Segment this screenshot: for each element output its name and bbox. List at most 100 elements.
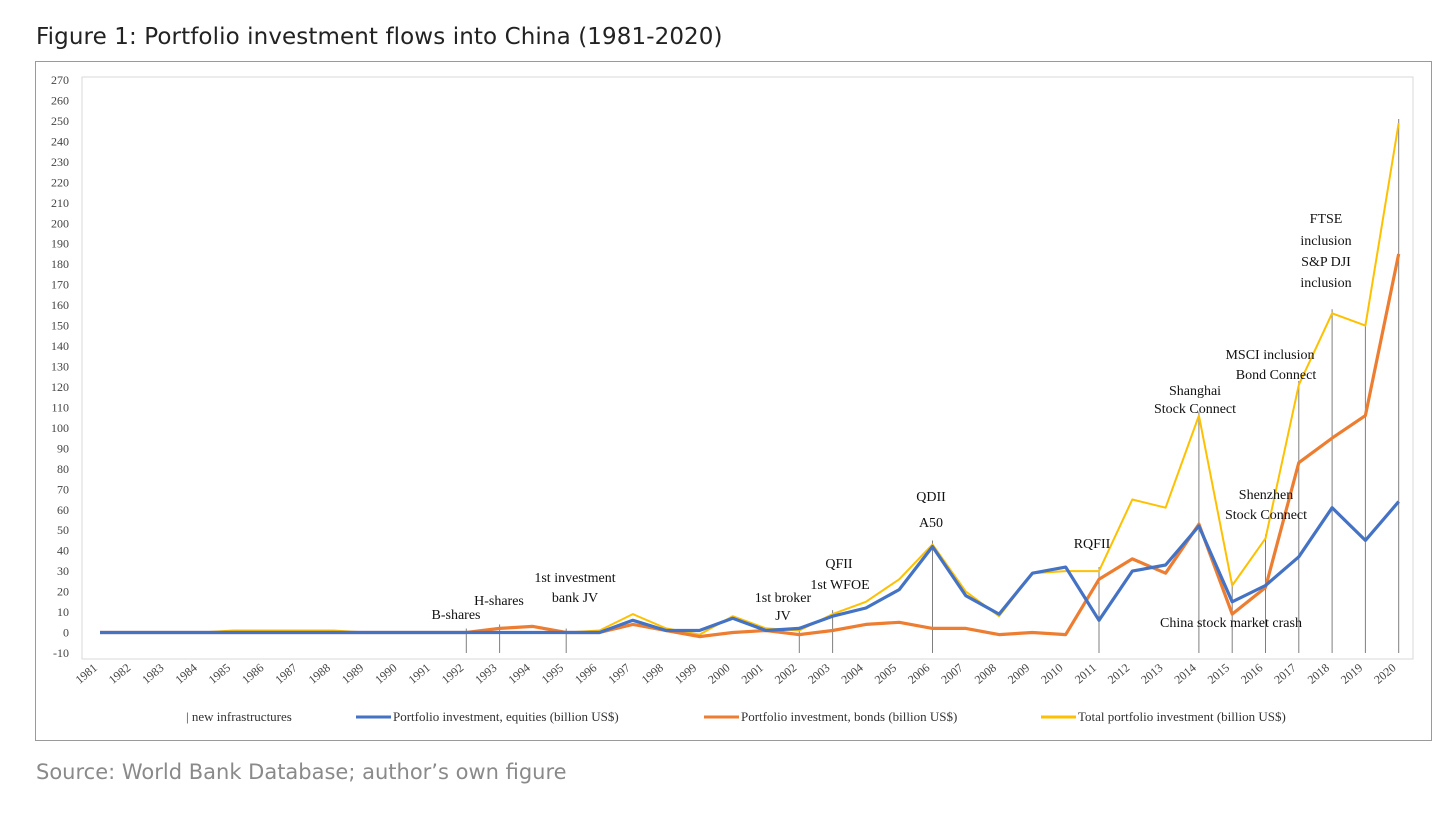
x-tick-label-2016: 2016	[1238, 661, 1265, 687]
plot-area	[81, 76, 1414, 660]
x-tick-label-2002: 2002	[772, 661, 799, 687]
y-tick-label: 230	[51, 155, 69, 169]
annotation-ftse-line3: S&P DJI	[1301, 255, 1351, 270]
x-tick-label-1990: 1990	[372, 661, 399, 687]
x-tick-label-2017: 2017	[1271, 661, 1298, 687]
x-tick-label-2003: 2003	[805, 661, 832, 687]
y-tick-label: 70	[57, 482, 69, 496]
x-tick-label-2019: 2019	[1338, 661, 1365, 687]
y-axis: -10 0 10 20 30 40 50 60 70 80 90 100 110 120 130 140 150…	[51, 73, 69, 660]
x-tick-label-2009: 2009	[1005, 661, 1032, 687]
x-tick-label-2004: 2004	[838, 661, 865, 687]
x-tick-label-1984: 1984	[172, 661, 199, 687]
annotation-msci-line2: Bond Connect	[1236, 368, 1317, 383]
x-tick-label-2006: 2006	[905, 661, 932, 687]
line-chart: -10 0 10 20 30 40 50 60 70 80 90 100 110 120 130 140 150…	[51, 73, 1414, 724]
y-tick-label: 140	[51, 339, 69, 353]
x-tick-label-2005: 2005	[872, 661, 899, 687]
annotations: B-shares H-shares 1st investment bank JV…	[432, 212, 1352, 631]
annotation-crash: China stock market crash	[1160, 616, 1302, 631]
x-tick-label-2001: 2001	[739, 661, 766, 687]
x-tick-label-2012: 2012	[1105, 661, 1132, 687]
annotation-msci-line1: MSCI inclusion	[1225, 348, 1314, 363]
x-tick-label-1989: 1989	[339, 661, 366, 687]
x-tick-label-1997: 1997	[605, 661, 632, 687]
y-tick-label: -10	[53, 646, 69, 660]
y-tick-label: 20	[57, 585, 69, 599]
y-tick-label: 100	[51, 421, 69, 435]
x-tick-label-2011: 2011	[1072, 661, 1099, 687]
infrastructure-markers	[465, 118, 1400, 653]
y-tick-label: 10	[57, 605, 69, 619]
x-tick-label-1999: 1999	[672, 661, 699, 687]
annotation-ftse-line2: inclusion	[1300, 234, 1351, 249]
annotation-shenzhen-line1: Shenzhen	[1239, 488, 1293, 503]
annotation-a50: A50	[919, 516, 943, 531]
x-tick-label-1982: 1982	[106, 661, 133, 687]
x-tick-label-1991: 1991	[406, 661, 433, 687]
annotation-h-shares: H-shares	[474, 594, 524, 609]
y-tick-label: 250	[51, 114, 69, 128]
x-tick-label-1983: 1983	[139, 661, 166, 687]
y-tick-label: 220	[51, 175, 69, 189]
figure-title: Figure 1: Portfolio investment flows int…	[36, 24, 723, 50]
y-tick-label: 170	[51, 278, 69, 292]
annotation-b-shares: B-shares	[432, 608, 481, 623]
x-tick-label-1988: 1988	[306, 661, 333, 687]
x-tick-label-2013: 2013	[1138, 661, 1165, 687]
x-tick-label-1992: 1992	[439, 661, 466, 687]
x-tick-label-1987: 1987	[272, 661, 299, 687]
series-lines	[100, 122, 1401, 639]
x-tick-label-1998: 1998	[639, 661, 666, 687]
annotation-wfoe: 1st WFOE	[810, 578, 869, 593]
y-tick-label: 40	[57, 544, 69, 558]
y-tick-label: 130	[51, 360, 69, 374]
y-tick-label: 80	[57, 462, 69, 476]
x-tick-label-1994: 1994	[505, 661, 532, 687]
x-tick-label-1996: 1996	[572, 661, 599, 687]
annotation-qdii: QDII	[916, 490, 946, 505]
x-tick-label-2000: 2000	[705, 661, 732, 687]
legend-infrastructures: | new infrastructures	[186, 709, 292, 724]
annotation-qfii: QFII	[825, 557, 853, 572]
annotation-ftse-line4: inclusion	[1300, 276, 1351, 291]
y-tick-label: 160	[51, 298, 69, 312]
annotation-ftse-line1: FTSE	[1310, 212, 1343, 227]
annotation-inv-bank-line1: 1st investment	[534, 571, 615, 586]
annotation-broker-line2: JV	[775, 609, 791, 624]
y-tick-label: 110	[51, 400, 69, 414]
x-tick-label-2015: 2015	[1205, 661, 1232, 687]
x-tick-label-1993: 1993	[472, 661, 499, 687]
y-tick-label: 260	[51, 93, 69, 107]
legend-total: Total portfolio investment (billion US$)	[1078, 709, 1286, 724]
legend-equities: Portfolio investment, equities (billion …	[393, 709, 619, 724]
y-tick-label: 30	[57, 564, 69, 578]
y-tick-label: 240	[51, 134, 69, 148]
y-tick-label: 50	[57, 523, 69, 537]
annotation-shanghai-line2: Stock Connect	[1154, 402, 1236, 417]
x-tick-label-1985: 1985	[206, 661, 233, 687]
x-tick-label-1995: 1995	[539, 661, 566, 687]
series-line-equities	[100, 500, 1400, 635]
x-tick-label-1981: 1981	[73, 661, 100, 687]
x-tick-label-2010: 2010	[1038, 661, 1065, 687]
y-tick-label: 180	[51, 257, 69, 271]
x-tick-label-2007: 2007	[938, 661, 965, 687]
x-tick-label-2014: 2014	[1171, 661, 1198, 687]
series-line-total	[100, 122, 1400, 636]
y-tick-label: 120	[51, 380, 69, 394]
y-tick-label: 60	[57, 503, 69, 517]
annotation-broker-line1: 1st broker	[755, 591, 812, 606]
y-tick-label: 90	[57, 441, 69, 455]
annotation-inv-bank-line2: bank JV	[552, 591, 598, 606]
source-note: Source: World Bank Database; author’s ow…	[36, 760, 567, 784]
legend-bonds: Portfolio investment, bonds (billion US$…	[741, 709, 957, 724]
x-axis: 1981 1982 1983 1984 1985 1986 1987 1988 1989 1990…	[73, 661, 1399, 687]
annotation-shenzhen-line2: Stock Connect	[1225, 508, 1307, 523]
legend: | new infrastructures Portfolio investme…	[186, 709, 1286, 724]
x-tick-label-2008: 2008	[972, 661, 999, 687]
x-tick-label-1986: 1986	[239, 661, 266, 687]
x-tick-label-2018: 2018	[1305, 661, 1332, 687]
y-tick-label: 270	[51, 73, 69, 87]
annotation-rqfii: RQFII	[1074, 537, 1111, 552]
